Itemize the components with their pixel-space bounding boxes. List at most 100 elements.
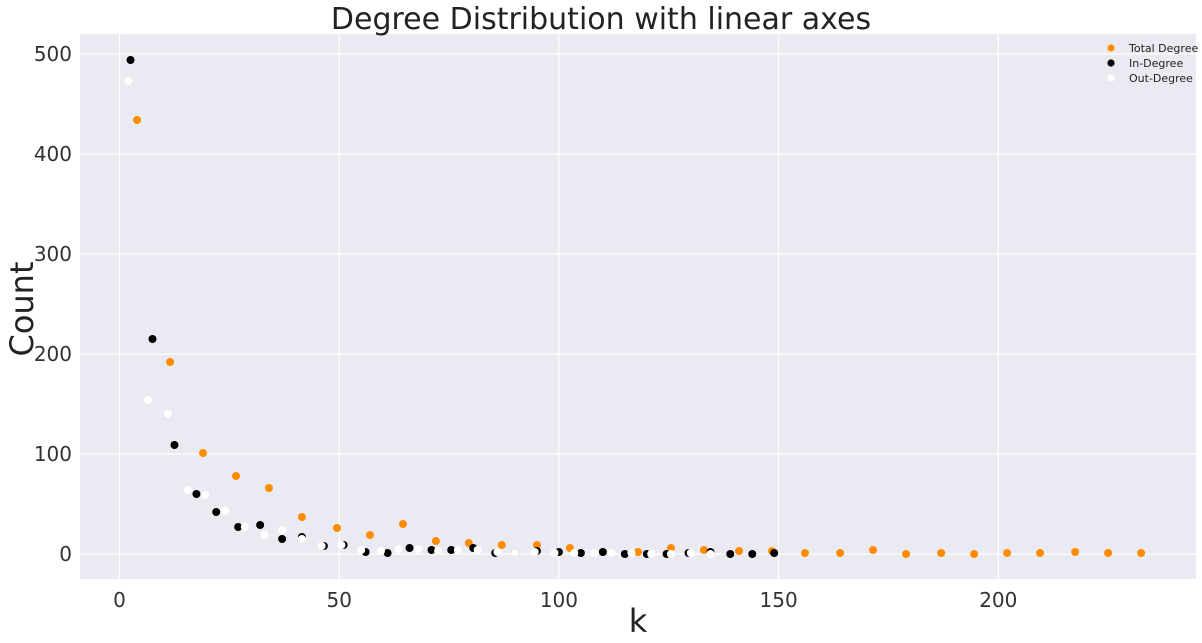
data-point bbox=[199, 449, 208, 457]
data-point bbox=[201, 491, 210, 499]
x-tick-label: 100 bbox=[540, 588, 578, 612]
data-point bbox=[431, 537, 440, 545]
data-point bbox=[337, 541, 346, 549]
data-point bbox=[607, 549, 616, 557]
data-point bbox=[333, 524, 342, 532]
data-point bbox=[570, 549, 579, 557]
y-tick-label: 200 bbox=[34, 342, 72, 366]
x-tick-label: 150 bbox=[760, 588, 798, 612]
x-axis-label: k bbox=[629, 602, 648, 640]
data-point bbox=[493, 548, 502, 556]
y-tick-label: 500 bbox=[34, 42, 72, 66]
data-point bbox=[383, 549, 392, 557]
data-point bbox=[264, 484, 273, 492]
data-point bbox=[497, 541, 506, 549]
data-point bbox=[212, 508, 221, 516]
data-point bbox=[473, 546, 482, 554]
data-point bbox=[647, 550, 656, 558]
y-tick-label: 400 bbox=[34, 142, 72, 166]
data-point bbox=[770, 549, 779, 557]
data-point bbox=[231, 472, 240, 480]
legend-label: Out-Degree bbox=[1129, 72, 1193, 85]
data-point bbox=[192, 490, 201, 498]
data-point bbox=[234, 523, 243, 531]
data-point bbox=[278, 535, 287, 543]
data-point bbox=[869, 546, 878, 554]
data-point bbox=[256, 521, 265, 529]
data-point bbox=[144, 396, 153, 404]
y-tick-label: 300 bbox=[34, 242, 72, 266]
data-point bbox=[434, 547, 443, 555]
data-point bbox=[576, 549, 585, 557]
data-point bbox=[620, 550, 629, 558]
data-point bbox=[170, 441, 179, 449]
data-point bbox=[1003, 549, 1012, 557]
data-point bbox=[686, 549, 695, 557]
data-point bbox=[220, 507, 229, 515]
x-tick-label: 200 bbox=[979, 588, 1017, 612]
data-point bbox=[163, 410, 172, 418]
data-point bbox=[278, 526, 287, 534]
data-point bbox=[1104, 549, 1113, 557]
data-point bbox=[148, 335, 157, 343]
legend-marker bbox=[1107, 44, 1115, 52]
data-point bbox=[530, 548, 539, 556]
data-point bbox=[1036, 549, 1045, 557]
data-point bbox=[398, 520, 407, 528]
data-point bbox=[365, 531, 374, 539]
data-point bbox=[902, 550, 911, 558]
data-point bbox=[937, 549, 946, 557]
y-tick-label: 0 bbox=[59, 542, 72, 566]
y-tick-label: 100 bbox=[34, 442, 72, 466]
data-point bbox=[133, 116, 142, 124]
data-point bbox=[183, 486, 192, 494]
data-point bbox=[970, 550, 979, 558]
data-point bbox=[427, 546, 436, 554]
data-point bbox=[550, 549, 559, 557]
data-point bbox=[317, 542, 326, 550]
legend-label: In-Degree bbox=[1129, 57, 1183, 70]
data-point bbox=[699, 546, 708, 554]
data-point bbox=[297, 535, 306, 543]
plot-area bbox=[80, 34, 1196, 579]
data-points bbox=[124, 56, 1146, 558]
data-point bbox=[126, 56, 135, 64]
series-2 bbox=[124, 77, 715, 558]
tick-labels: 0 50 100 150 200 0 100 200 300 400 500 bbox=[34, 42, 1018, 612]
data-point bbox=[447, 546, 456, 554]
data-point bbox=[376, 547, 385, 555]
data-point bbox=[598, 548, 607, 556]
chart-title: Degree Distribution with linear axes bbox=[331, 2, 871, 37]
data-point bbox=[405, 544, 414, 552]
data-point bbox=[627, 549, 636, 557]
legend-marker bbox=[1107, 74, 1115, 82]
data-point bbox=[357, 546, 366, 554]
legend: Total Degree In-Degree Out-Degree bbox=[1107, 42, 1198, 85]
data-point bbox=[414, 545, 423, 553]
data-point bbox=[1071, 548, 1080, 556]
data-point bbox=[590, 549, 599, 557]
data-point bbox=[726, 550, 735, 558]
data-point bbox=[1137, 549, 1146, 557]
data-point bbox=[666, 550, 675, 558]
data-point bbox=[706, 550, 715, 558]
data-point bbox=[260, 531, 269, 539]
data-point bbox=[666, 544, 675, 552]
data-point bbox=[297, 513, 306, 521]
data-point bbox=[748, 550, 757, 558]
data-point bbox=[240, 523, 249, 531]
series-0 bbox=[133, 116, 1146, 558]
data-point bbox=[124, 77, 133, 85]
y-axis-label: Count bbox=[3, 261, 41, 356]
data-point bbox=[735, 547, 744, 555]
data-point bbox=[510, 549, 519, 557]
legend-marker bbox=[1107, 59, 1115, 67]
data-point bbox=[453, 546, 462, 554]
data-point bbox=[836, 549, 845, 557]
x-tick-label: 0 bbox=[113, 588, 126, 612]
data-point bbox=[800, 549, 809, 557]
data-point bbox=[532, 541, 541, 549]
x-tick-label: 50 bbox=[327, 588, 352, 612]
legend-label: Total Degree bbox=[1128, 42, 1198, 55]
